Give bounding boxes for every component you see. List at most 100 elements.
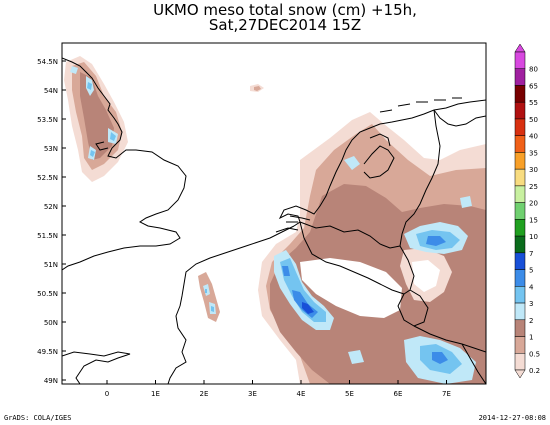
colorbar-label: 5 — [529, 267, 533, 275]
lon-tick-label: 0 — [105, 390, 109, 398]
de-fr-south — [461, 343, 486, 384]
lat-tick-label: 54N — [44, 87, 58, 95]
colorbar-swatch — [514, 219, 526, 237]
colorbar-swatch — [514, 202, 526, 220]
lat-tick-label: 50.5N — [37, 290, 58, 298]
zeeland-islands — [275, 215, 311, 233]
colorbar-label: 55 — [529, 99, 538, 107]
footer-credit: GrADS: COLA/IGES — [4, 414, 72, 422]
colorbar-label: 50 — [529, 116, 538, 124]
cotentin-coast — [179, 225, 295, 307]
colorbar-swatch — [514, 101, 526, 120]
snow-northsea-patch-inner — [254, 86, 261, 91]
national-borders — [299, 109, 486, 384]
colorbar-swatch — [514, 336, 526, 354]
colorbar-top-arrow — [514, 43, 526, 53]
snow-field — [64, 56, 486, 384]
colorbar-swatch — [514, 85, 526, 103]
colorbar-label: 7 — [529, 250, 533, 258]
colorbar-label: 40 — [529, 133, 538, 141]
colorbar-swatch — [514, 51, 526, 69]
colorbar-label: 35 — [529, 149, 538, 157]
be-de-border — [399, 245, 415, 295]
lon-tick-label: 2E — [200, 390, 209, 398]
ijsselmeer-shore — [363, 145, 395, 179]
colorbar-label: 65 — [529, 82, 538, 90]
snow-interior-dry — [300, 258, 402, 318]
colorbar-label: 15 — [529, 216, 538, 224]
lat-tick-label: 49N — [44, 377, 58, 385]
colorbar-swatch — [514, 319, 526, 337]
map-frame — [61, 42, 487, 385]
colorbar-label: 10 — [529, 233, 538, 241]
coastlines — [62, 57, 486, 384]
latitude-axis: 54.5N 54N 53.5N 53N 52.5N 52N 51.5N 51N 50.5N 50N… — [37, 58, 66, 385]
benelux-coast — [278, 99, 486, 227]
snow-4cm-hesse — [426, 236, 446, 246]
longitude-axis: 0 1E 2E 3E 4E 5E 6E 7E — [105, 380, 451, 398]
frisian-islands — [379, 97, 462, 113]
snow-interior-hole2 — [412, 260, 440, 292]
colorbar-swatch — [514, 302, 526, 321]
colorbar-label: 80 — [529, 66, 538, 74]
footer-timestamp: 2014-12-27-08:08 — [478, 414, 546, 422]
lat-tick-label: 53N — [44, 145, 58, 153]
lat-tick-label: 51N — [44, 261, 58, 269]
nl-be-border — [299, 221, 401, 249]
colorbar-swatch — [514, 353, 526, 371]
snow-4cm-channel — [282, 266, 318, 318]
lat-tick-label: 52N — [44, 203, 58, 211]
colorbar-swatch — [514, 168, 526, 187]
colorbar-swatch — [514, 68, 526, 86]
lon-tick-label: 6E — [394, 390, 403, 398]
germany-north-coast — [433, 109, 486, 127]
lat-tick-label: 49.5N — [37, 348, 58, 356]
colorbar-label: 0.5 — [529, 350, 540, 358]
colorbar-swatch — [514, 135, 526, 153]
colorbar-swatch — [514, 252, 526, 270]
colorbar-label: 25 — [529, 183, 538, 191]
map-title-line1: UKMO meso total snow (cm) +15h, — [153, 1, 417, 19]
lon-tick-label: 4E — [297, 390, 306, 398]
colorbar-swatch — [514, 152, 526, 170]
ijsselmeer-north — [369, 133, 391, 147]
lat-tick-label: 54.5N — [37, 58, 58, 66]
lux-border — [397, 289, 429, 327]
wash-inlet — [95, 141, 109, 151]
colorbar-label: 2 — [529, 317, 533, 325]
lat-tick-label: 51.5N — [37, 232, 58, 240]
colorbar-swatch — [514, 286, 526, 304]
colorbar-swatch — [514, 118, 526, 136]
lat-tick-label: 53.5N — [37, 116, 58, 124]
colorbar-swatch — [514, 269, 526, 287]
colorbar-label: 20 — [529, 200, 538, 208]
lat-tick-label: 50N — [44, 319, 58, 327]
snow-channel-coast-3cm — [205, 289, 214, 312]
colorbar-label: 30 — [529, 166, 538, 174]
lat-tick-label: 52.5N — [37, 174, 58, 182]
colorbar-legend: 80 65 55 50 40 35 30 25 20 15 10 7 5 4 3 2 1 0.5 0.2 — [514, 43, 540, 379]
colorbar-swatch — [514, 185, 526, 203]
colorbar-label: 0.2 — [529, 367, 540, 375]
lon-tick-label: 5E — [345, 390, 354, 398]
nl-de-border — [399, 109, 441, 247]
snow-5cm-core — [302, 302, 314, 314]
france-coastline — [62, 351, 131, 384]
be-fr-border — [299, 221, 405, 295]
fr-de-border — [413, 325, 486, 353]
lon-tick-label: 7E — [442, 390, 451, 398]
england-coastline — [62, 57, 187, 271]
lon-tick-label: 3E — [248, 390, 257, 398]
colorbar-bottom-arrow — [514, 369, 526, 379]
lon-tick-label: 1E — [151, 390, 160, 398]
snow-3cm-channel — [280, 258, 326, 322]
colorbar-label: 1 — [529, 334, 533, 342]
normandy-coast — [167, 305, 187, 384]
snow-yorkshire-1cm — [80, 72, 114, 160]
colorbar-label: 3 — [529, 300, 533, 308]
colorbar-label: 4 — [529, 283, 534, 291]
map-title-line2: Sat,27DEC2014 15Z — [208, 16, 362, 34]
colorbar-swatch — [514, 235, 526, 254]
snow-4cm-south — [432, 352, 448, 364]
